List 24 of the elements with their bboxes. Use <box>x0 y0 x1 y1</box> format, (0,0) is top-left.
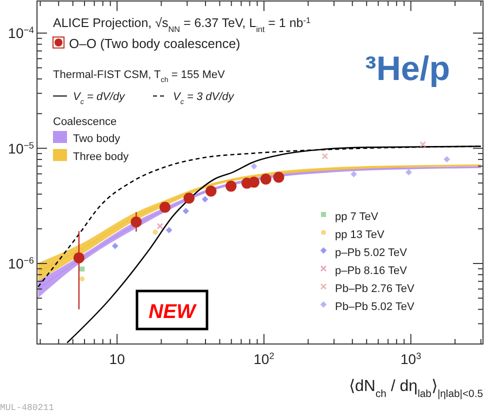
legend-label: O–O (Two body coalescence) <box>69 36 240 51</box>
legend-label: Two body <box>73 133 121 145</box>
legend-label: V$_{c}$ = dV/dy <box>73 91 126 106</box>
legend-label: pp 13 TeV <box>335 229 385 241</box>
y-tick-label: 10$^{−5}$ <box>8 140 34 156</box>
annotation: ³He/p <box>365 50 450 88</box>
legend-title: Coalescence <box>53 116 117 128</box>
x-axis-title: ⟨dN$_{ch}$ / dη$_{lab}$⟩$_{|ηlab|<0.5}$ <box>348 378 484 400</box>
x-tick-label: 10$^{2}$ <box>254 351 274 367</box>
text: MUL-480211 <box>0 403 54 413</box>
legend-label: p–Pb 5.02 TeV <box>335 247 408 259</box>
legend-label: Pb–Pb 5.02 TeV <box>335 301 415 313</box>
legend-label: p–Pb 8.16 TeV <box>335 265 408 277</box>
y-tick-label: 10$^{−4}$ <box>8 25 34 42</box>
annotation: NEW <box>148 301 198 323</box>
annotation: ALICE Projection, √s$_{NN}$ = 6.37 TeV, L$_{int}$ = 1 nb$^{-1}$ <box>53 16 311 34</box>
x-tick-label: 10 <box>109 351 126 367</box>
legend-label: V$_{c}$ = 3 dV/dy <box>173 91 236 106</box>
y-tick-label: 10$^{−6}$ <box>8 255 34 272</box>
x-tick-label: 10$^{3}$ <box>400 351 422 367</box>
annotation: Thermal-FIST CSM, T$_{ch}$ = 155 MeV <box>53 69 226 84</box>
legend-label: pp 7 TeV <box>335 211 379 223</box>
legend-label: Three body <box>73 151 130 163</box>
legend-label: Pb–Pb 2.76 TeV <box>335 283 415 295</box>
